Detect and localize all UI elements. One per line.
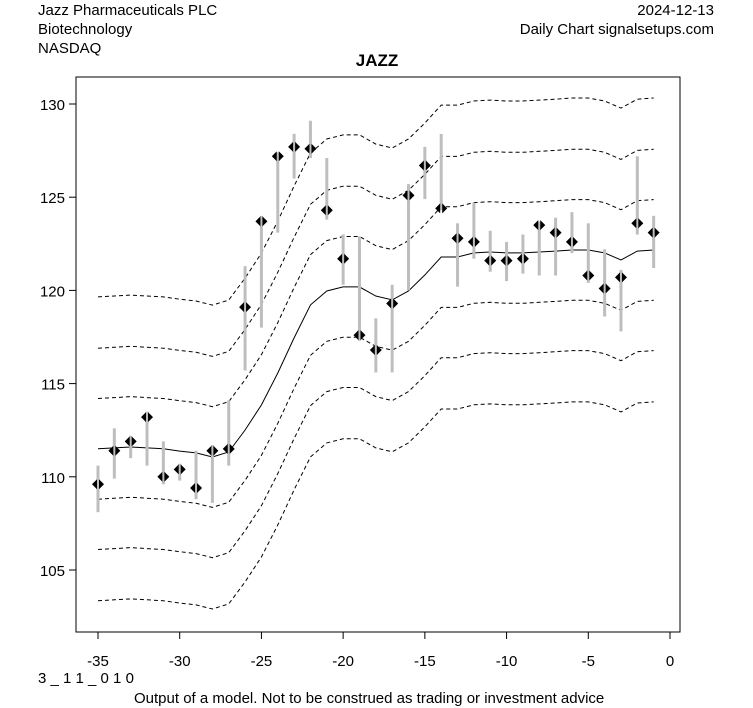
- x-tick-label: -10: [496, 653, 518, 670]
- plot-frame: [75, 76, 681, 633]
- model-band-line: [97, 401, 654, 610]
- close-marker: [631, 218, 644, 229]
- close-marker: [124, 436, 137, 447]
- close-marker: [141, 412, 154, 423]
- close-marker: [206, 445, 219, 456]
- close-marker: [304, 143, 317, 154]
- x-tick-label: -20: [332, 653, 354, 670]
- close-marker: [565, 236, 578, 247]
- x-tick-label: -5: [582, 653, 595, 670]
- chart-source: Daily Chart signalsetups.com: [519, 21, 714, 38]
- x-tick-label: -25: [251, 653, 273, 670]
- x-tick-label: 0: [666, 653, 674, 670]
- close-marker: [467, 236, 480, 247]
- close-marker: [516, 253, 529, 264]
- y-tick-label: 120: [40, 283, 65, 300]
- exchange-label: NASDAQ: [38, 40, 102, 57]
- y-tick-label: 105: [40, 563, 65, 580]
- chart-title: JAZZ: [356, 51, 399, 70]
- close-marker: [500, 255, 513, 266]
- close-marker: [598, 283, 611, 294]
- close-marker: [614, 272, 627, 283]
- close-marker: [402, 190, 415, 201]
- y-tick-label: 110: [41, 470, 65, 487]
- disclaimer: Output of a model. Not to be construed a…: [134, 690, 605, 707]
- y-tick-label: 115: [41, 377, 65, 394]
- close-marker: [435, 203, 448, 214]
- close-marker: [271, 151, 284, 162]
- close-marker: [190, 482, 203, 493]
- sector-label: Biotechnology: [38, 21, 133, 38]
- close-marker: [320, 205, 333, 216]
- close-marker: [418, 160, 431, 171]
- model-band-line: [97, 148, 654, 357]
- close-marker: [222, 443, 235, 454]
- close-marker: [173, 464, 186, 475]
- x-tick-label: -35: [87, 653, 109, 670]
- close-marker: [91, 479, 104, 490]
- close-marker: [369, 345, 382, 356]
- model-line: [97, 249, 654, 458]
- model-band-line: [97, 97, 654, 306]
- close-marker: [288, 141, 301, 152]
- y-tick-label: 125: [40, 190, 65, 207]
- model-band-line: [97, 199, 654, 408]
- close-marker: [337, 253, 350, 264]
- x-tick-label: -30: [169, 653, 191, 670]
- y-tick-label: 130: [40, 97, 65, 114]
- close-marker: [353, 330, 366, 341]
- close-marker: [255, 216, 268, 227]
- close-marker: [386, 298, 399, 309]
- close-marker: [157, 471, 170, 482]
- close-marker: [239, 302, 252, 313]
- model-band-line: [97, 350, 654, 559]
- x-tick-label: -15: [414, 653, 436, 670]
- close-marker: [108, 445, 121, 456]
- close-marker: [647, 227, 660, 238]
- close-marker: [451, 233, 464, 244]
- close-marker: [582, 270, 595, 281]
- close-marker: [484, 255, 497, 266]
- model-code: 3 _ 1 1 _ 0 1 0: [38, 670, 134, 687]
- company-name: Jazz Pharmaceuticals PLC: [38, 2, 218, 19]
- close-marker: [549, 227, 562, 238]
- chart-date: 2024-12-13: [637, 2, 714, 19]
- close-marker: [533, 220, 546, 231]
